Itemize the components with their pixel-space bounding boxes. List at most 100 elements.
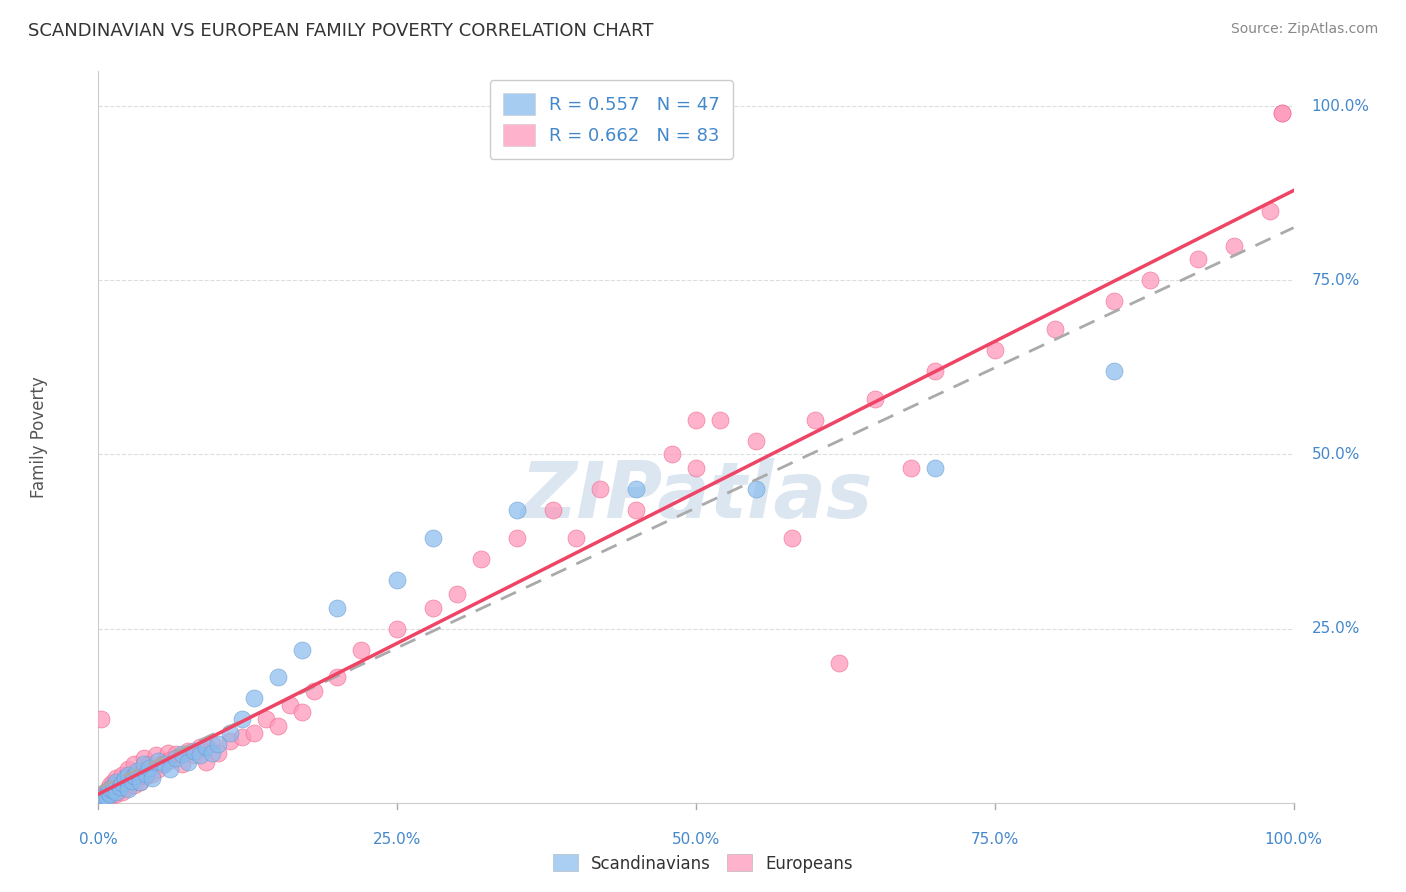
- Point: [138, 757, 160, 772]
- Point: [105, 772, 128, 786]
- Text: SCANDINAVIAN VS EUROPEAN FAMILY POVERTY CORRELATION CHART: SCANDINAVIAN VS EUROPEAN FAMILY POVERTY …: [28, 22, 654, 40]
- Text: 100.0%: 100.0%: [1312, 99, 1369, 113]
- Point: [709, 412, 731, 426]
- Point: [125, 764, 148, 779]
- Text: Family Poverty: Family Poverty: [30, 376, 48, 498]
- Point: [129, 775, 152, 789]
- Point: [863, 392, 886, 406]
- Text: 0.0%: 0.0%: [79, 832, 118, 847]
- Point: [243, 726, 266, 740]
- Point: [685, 461, 707, 475]
- Point: [219, 734, 242, 748]
- Point: [107, 776, 129, 790]
- Point: [188, 748, 211, 763]
- Point: [159, 753, 181, 767]
- Point: [98, 788, 122, 802]
- Text: 25.0%: 25.0%: [373, 832, 422, 847]
- Point: [900, 461, 922, 475]
- Point: [111, 785, 134, 799]
- Point: [350, 642, 373, 657]
- Point: [1187, 252, 1209, 267]
- Point: [194, 740, 217, 755]
- Point: [828, 657, 851, 671]
- Point: [165, 750, 187, 764]
- Text: 50.0%: 50.0%: [672, 832, 720, 847]
- Point: [446, 587, 468, 601]
- Point: [98, 783, 121, 797]
- Point: [117, 763, 139, 777]
- Point: [103, 780, 125, 795]
- Point: [153, 756, 176, 770]
- Point: [219, 726, 242, 740]
- Legend: Scandinavians, Europeans: Scandinavians, Europeans: [546, 847, 860, 880]
- Point: [326, 600, 349, 615]
- Point: [589, 483, 612, 497]
- Point: [177, 756, 200, 770]
- Point: [172, 757, 194, 772]
- Point: [101, 775, 124, 789]
- Point: [111, 768, 134, 782]
- Point: [97, 781, 120, 796]
- Point: [183, 743, 205, 757]
- Text: ZIPatlas: ZIPatlas: [520, 458, 872, 533]
- Point: [207, 746, 229, 760]
- Point: [141, 772, 163, 786]
- Point: [422, 531, 444, 545]
- Point: [125, 766, 148, 780]
- Point: [98, 778, 122, 792]
- Point: [121, 769, 143, 783]
- Point: [132, 757, 155, 772]
- Point: [97, 785, 120, 799]
- Point: [188, 740, 211, 755]
- Point: [1271, 106, 1294, 120]
- Point: [91, 792, 114, 806]
- Point: [105, 788, 128, 802]
- Point: [422, 600, 444, 615]
- Point: [231, 730, 253, 744]
- Point: [983, 343, 1005, 357]
- Point: [96, 790, 118, 805]
- Text: 50.0%: 50.0%: [1312, 447, 1360, 462]
- Point: [105, 785, 128, 799]
- Point: [924, 461, 946, 475]
- Point: [121, 773, 143, 788]
- Point: [506, 531, 529, 545]
- Point: [804, 412, 827, 426]
- Text: Source: ZipAtlas.com: Source: ZipAtlas.com: [1230, 22, 1378, 37]
- Point: [145, 748, 167, 763]
- Point: [661, 448, 683, 462]
- Point: [124, 769, 146, 783]
- Point: [91, 790, 114, 805]
- Point: [108, 780, 131, 795]
- Point: [290, 642, 312, 657]
- Point: [98, 790, 122, 805]
- Point: [156, 746, 179, 760]
- Point: [114, 773, 136, 788]
- Point: [290, 705, 312, 719]
- Point: [745, 483, 768, 497]
- Point: [91, 792, 114, 806]
- Point: [101, 783, 124, 797]
- Point: [117, 768, 139, 782]
- Text: 75.0%: 75.0%: [970, 832, 1019, 847]
- Point: [114, 772, 136, 786]
- Point: [138, 761, 160, 775]
- Point: [1043, 322, 1066, 336]
- Point: [1271, 106, 1294, 120]
- Point: [745, 434, 768, 448]
- Point: [172, 747, 194, 761]
- Point: [124, 778, 146, 792]
- Point: [624, 483, 647, 497]
- Point: [90, 712, 112, 726]
- Point: [302, 684, 325, 698]
- Point: [117, 781, 139, 796]
- Point: [135, 769, 157, 783]
- Point: [565, 531, 588, 545]
- Point: [1222, 238, 1246, 252]
- Text: 25.0%: 25.0%: [1312, 621, 1360, 636]
- Point: [94, 785, 117, 799]
- Point: [105, 775, 128, 789]
- Point: [148, 754, 170, 768]
- Point: [1102, 364, 1125, 378]
- Point: [93, 788, 115, 802]
